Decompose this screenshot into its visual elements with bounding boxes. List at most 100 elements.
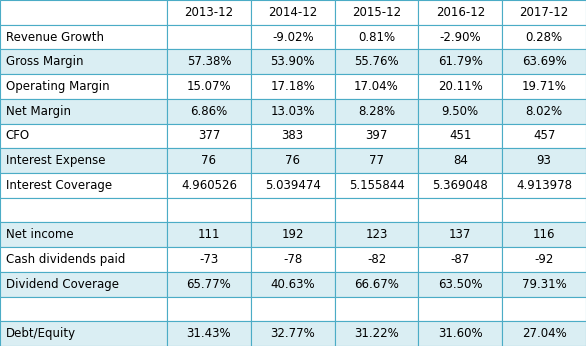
Bar bbox=[502, 49, 586, 74]
Bar bbox=[418, 222, 502, 247]
Text: 377: 377 bbox=[197, 129, 220, 143]
Bar bbox=[167, 0, 251, 25]
Text: 2017-12: 2017-12 bbox=[519, 6, 569, 19]
Text: Revenue Growth: Revenue Growth bbox=[6, 30, 104, 44]
Text: Cash dividends paid: Cash dividends paid bbox=[6, 253, 125, 266]
Bar bbox=[335, 272, 418, 297]
Text: -92: -92 bbox=[534, 253, 554, 266]
Text: 9.50%: 9.50% bbox=[442, 105, 479, 118]
Text: -2.90%: -2.90% bbox=[440, 30, 481, 44]
Bar bbox=[251, 124, 335, 148]
Text: 4.913978: 4.913978 bbox=[516, 179, 572, 192]
Text: -9.02%: -9.02% bbox=[272, 30, 314, 44]
Bar bbox=[251, 198, 335, 222]
Bar bbox=[0, 198, 167, 222]
Bar bbox=[502, 148, 586, 173]
Bar bbox=[418, 297, 502, 321]
Bar bbox=[0, 124, 167, 148]
Text: 61.79%: 61.79% bbox=[438, 55, 483, 68]
Text: 20.11%: 20.11% bbox=[438, 80, 483, 93]
Bar bbox=[335, 0, 418, 25]
Text: 123: 123 bbox=[365, 228, 388, 241]
Text: 17.18%: 17.18% bbox=[270, 80, 315, 93]
Bar bbox=[335, 247, 418, 272]
Bar bbox=[167, 49, 251, 74]
Bar bbox=[167, 272, 251, 297]
Text: 4.960526: 4.960526 bbox=[181, 179, 237, 192]
Bar bbox=[0, 222, 167, 247]
Text: Operating Margin: Operating Margin bbox=[6, 80, 110, 93]
Bar bbox=[335, 173, 418, 198]
Bar bbox=[335, 321, 418, 346]
Bar bbox=[0, 297, 167, 321]
Text: 76: 76 bbox=[285, 154, 300, 167]
Bar bbox=[335, 49, 418, 74]
Text: 63.50%: 63.50% bbox=[438, 278, 482, 291]
Text: Debt/Equity: Debt/Equity bbox=[6, 327, 76, 340]
Bar bbox=[167, 247, 251, 272]
Bar bbox=[167, 222, 251, 247]
Text: Interest Coverage: Interest Coverage bbox=[6, 179, 112, 192]
Text: 17.04%: 17.04% bbox=[354, 80, 399, 93]
Bar bbox=[167, 321, 251, 346]
Bar bbox=[167, 173, 251, 198]
Bar bbox=[502, 0, 586, 25]
Bar bbox=[335, 99, 418, 124]
Bar bbox=[418, 49, 502, 74]
Bar bbox=[0, 148, 167, 173]
Bar bbox=[502, 99, 586, 124]
Bar bbox=[418, 173, 502, 198]
Text: 111: 111 bbox=[197, 228, 220, 241]
Text: 55.76%: 55.76% bbox=[354, 55, 399, 68]
Text: 137: 137 bbox=[449, 228, 472, 241]
Text: 2013-12: 2013-12 bbox=[185, 6, 233, 19]
Text: 6.86%: 6.86% bbox=[190, 105, 227, 118]
Text: 8.28%: 8.28% bbox=[358, 105, 395, 118]
Text: 63.69%: 63.69% bbox=[522, 55, 567, 68]
Bar bbox=[502, 173, 586, 198]
Bar bbox=[167, 25, 251, 49]
Bar bbox=[418, 272, 502, 297]
Text: 383: 383 bbox=[282, 129, 304, 143]
Bar bbox=[0, 247, 167, 272]
Text: 8.02%: 8.02% bbox=[526, 105, 563, 118]
Bar bbox=[167, 148, 251, 173]
Bar bbox=[502, 25, 586, 49]
Text: 2014-12: 2014-12 bbox=[268, 6, 318, 19]
Text: Interest Expense: Interest Expense bbox=[6, 154, 105, 167]
Bar bbox=[418, 148, 502, 173]
Text: 13.03%: 13.03% bbox=[271, 105, 315, 118]
Text: 19.71%: 19.71% bbox=[522, 80, 567, 93]
Text: 397: 397 bbox=[365, 129, 388, 143]
Bar bbox=[335, 124, 418, 148]
Bar bbox=[251, 99, 335, 124]
Text: 116: 116 bbox=[533, 228, 556, 241]
Bar bbox=[167, 198, 251, 222]
Text: -78: -78 bbox=[283, 253, 302, 266]
Bar bbox=[335, 148, 418, 173]
Text: 457: 457 bbox=[533, 129, 556, 143]
Bar bbox=[502, 272, 586, 297]
Bar bbox=[251, 49, 335, 74]
Bar bbox=[167, 99, 251, 124]
Bar bbox=[0, 0, 167, 25]
Text: 5.369048: 5.369048 bbox=[432, 179, 488, 192]
Bar bbox=[251, 74, 335, 99]
Bar bbox=[418, 124, 502, 148]
Bar bbox=[251, 297, 335, 321]
Text: 32.77%: 32.77% bbox=[270, 327, 315, 340]
Bar bbox=[0, 272, 167, 297]
Bar bbox=[502, 198, 586, 222]
Bar bbox=[335, 25, 418, 49]
Text: 15.07%: 15.07% bbox=[186, 80, 231, 93]
Text: 0.81%: 0.81% bbox=[358, 30, 395, 44]
Text: Net Margin: Net Margin bbox=[6, 105, 71, 118]
Bar bbox=[418, 74, 502, 99]
Bar bbox=[335, 222, 418, 247]
Bar bbox=[418, 321, 502, 346]
Text: 31.43%: 31.43% bbox=[186, 327, 231, 340]
Bar bbox=[167, 124, 251, 148]
Text: 5.155844: 5.155844 bbox=[349, 179, 404, 192]
Text: -87: -87 bbox=[451, 253, 470, 266]
Text: -73: -73 bbox=[199, 253, 219, 266]
